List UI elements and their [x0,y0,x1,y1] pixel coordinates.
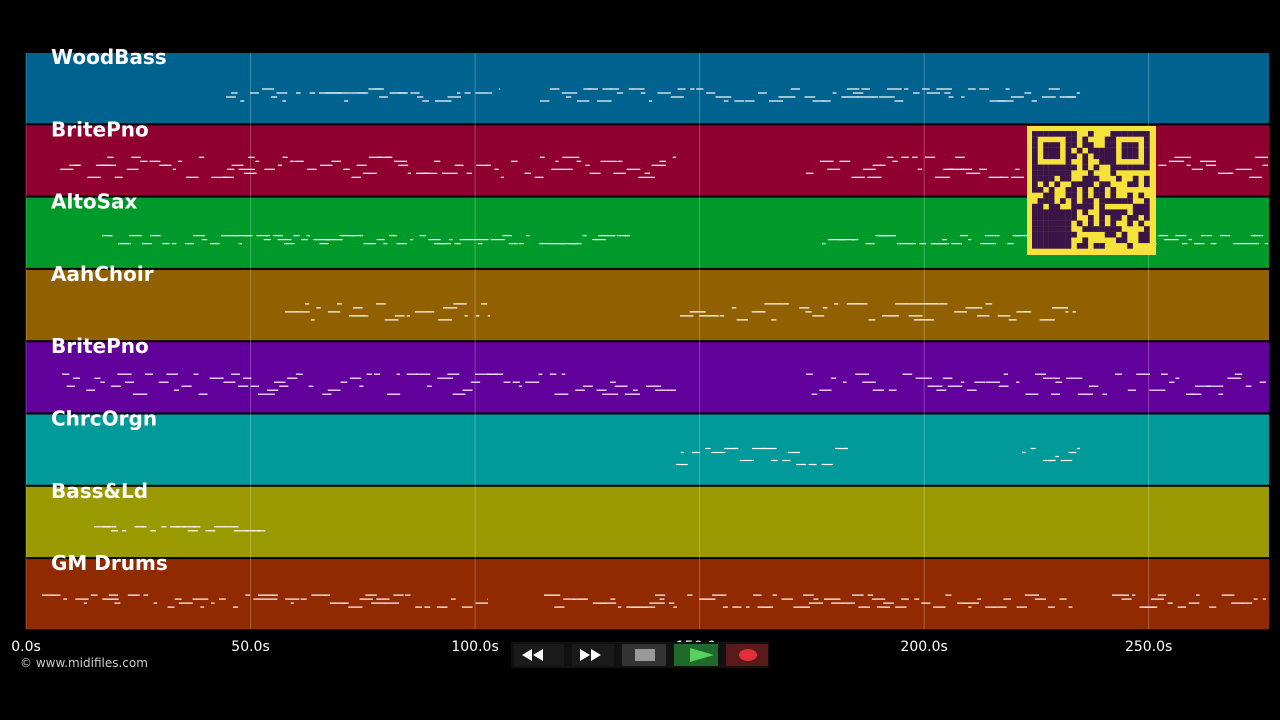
track-lane [26,486,1269,558]
track-name: Bass&Ld [51,479,148,503]
track-name: BritePno [51,117,149,141]
track-name: ChrcOrgn [51,407,157,431]
time-tick-label: 250.0s [1125,639,1172,655]
track-name: GM Drums [51,551,168,575]
qr-code [1027,126,1156,255]
rewind-button[interactable] [514,644,564,666]
time-tick-label: 50.0s [231,639,269,655]
track-lane [26,269,1269,341]
track-name: AltoSax [51,190,138,214]
copyright: © www.midifiles.com [20,656,148,670]
track-lane [26,342,1269,413]
playback-controls [511,642,769,668]
notes [42,88,1268,608]
track-lane [26,414,1269,485]
time-tick-label: 200.0s [900,639,947,655]
track-name: BritePno [51,334,149,358]
track-lane [26,53,1269,124]
play-button[interactable] [674,644,718,666]
time-tick-label: 0.0s [11,639,41,655]
forward-button[interactable] [572,644,614,666]
grid [25,53,1150,629]
labels: WoodBass BritePno AltoSax AahChoir BritePno C… [11,45,1172,655]
stop-button[interactable] [622,644,666,666]
time-tick-label: 100.0s [451,639,498,655]
track-lane [26,559,1269,630]
record-button[interactable] [726,644,768,666]
track-name: AahChoir [51,262,154,286]
track-name: WoodBass [51,45,167,69]
